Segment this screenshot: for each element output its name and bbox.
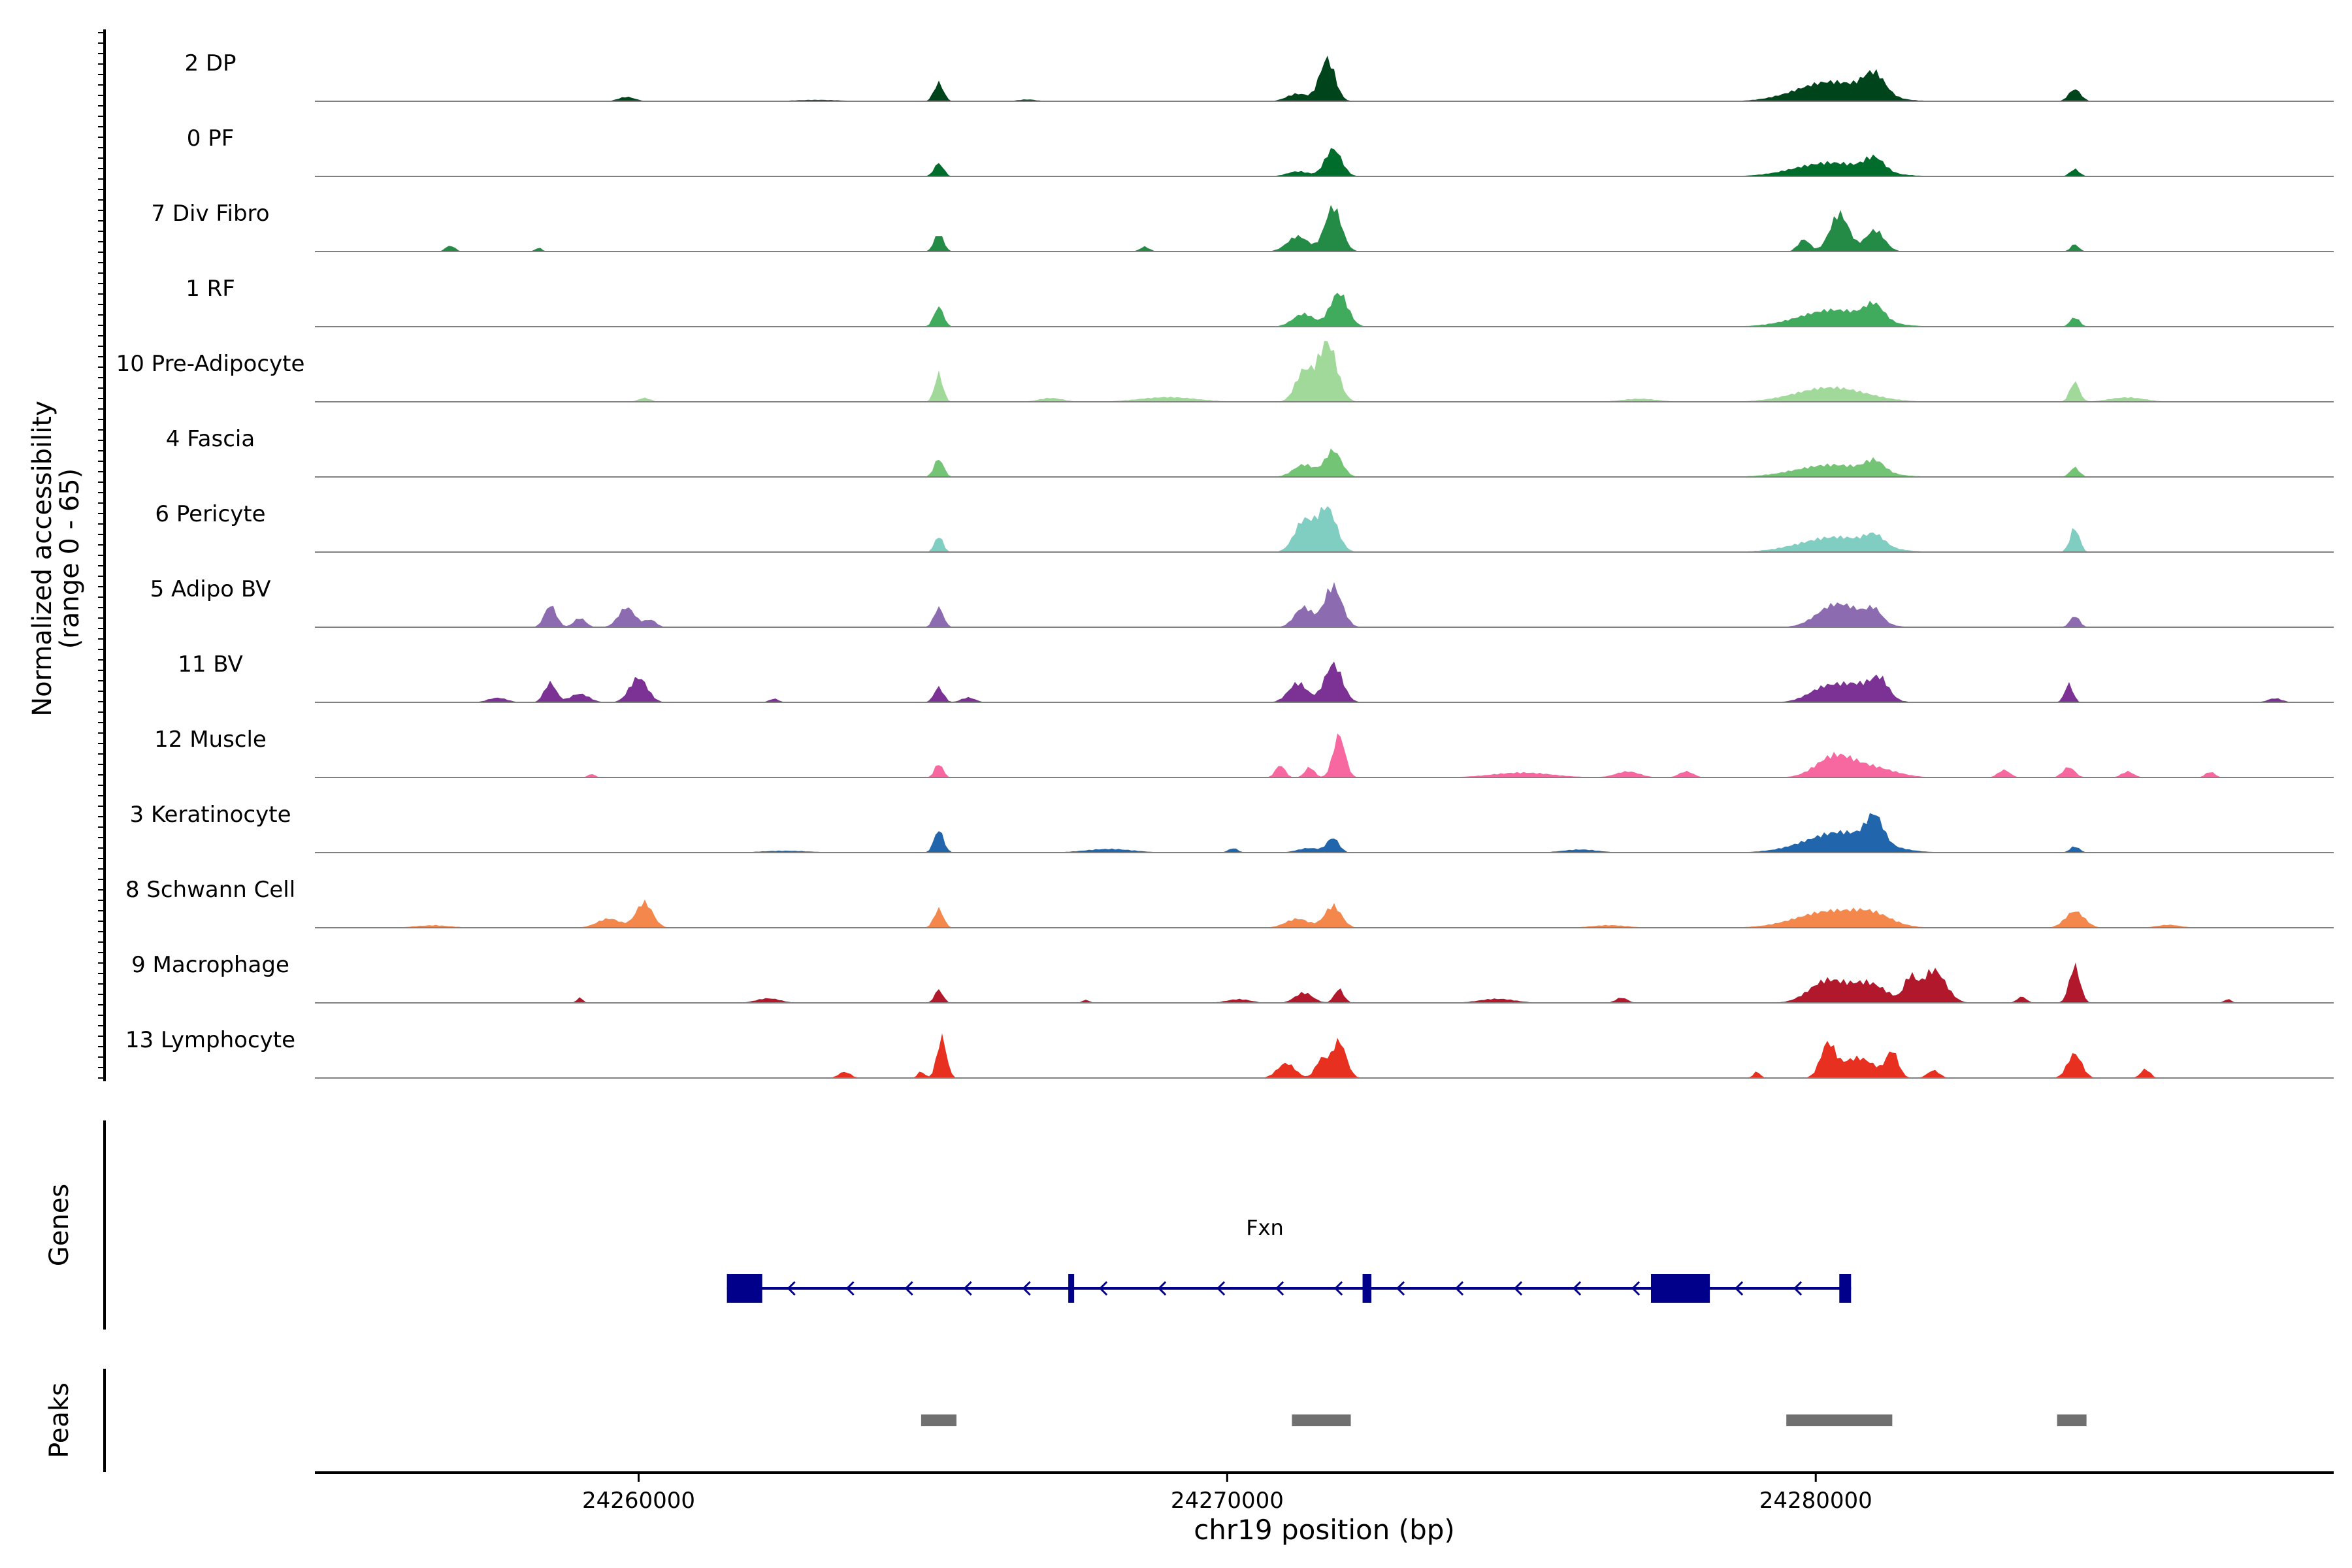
- peaks-track: Peaks: [44, 1369, 2087, 1472]
- strand-arrow: [845, 1281, 855, 1296]
- x-tick-label: 24280000: [1759, 1488, 1872, 1514]
- strand-arrow: [1454, 1281, 1464, 1296]
- gene-exon: [1362, 1274, 1372, 1303]
- coverage-area: [315, 899, 2334, 928]
- strand-arrow: [1572, 1281, 1582, 1296]
- x-ticks: 24260000 24270000 24280000: [582, 1473, 1872, 1514]
- peak-bars: [921, 1414, 2087, 1426]
- genes-track-label: Genes: [44, 1184, 74, 1266]
- track-label: 12 Muscle: [154, 727, 267, 753]
- track-6-pericyte: 6 Pericyte: [155, 501, 2334, 553]
- gene-track: Genes Fxn: [44, 1120, 1852, 1330]
- coverage-area: [315, 813, 2334, 853]
- track-3-keratinocyte: 3 Keratinocyte: [130, 802, 2334, 853]
- coverage-area: [315, 148, 2334, 176]
- track-2-dp: 2 DP: [184, 50, 2334, 102]
- track-label: 5 Adipo BV: [150, 576, 271, 602]
- coverage-tracks: 2 DP 0 PF 7 Div Fibro 1 RF 10 Pre-Adipocyte 4…: [98, 29, 2334, 1081]
- track-label: 11 BV: [178, 651, 243, 678]
- strand-arrow: [1734, 1281, 1744, 1296]
- track-9-macrophage: 9 Macrophage: [131, 952, 2334, 1004]
- coverage-area: [315, 56, 2334, 101]
- track-label: 6 Pericyte: [155, 501, 265, 527]
- track-1-rf: 1 RF: [186, 276, 2334, 327]
- track-label: 10 Pre-Adipocyte: [116, 351, 305, 377]
- track-label: 8 Schwann Cell: [125, 877, 295, 903]
- strand-arrow: [1793, 1281, 1803, 1296]
- strand-arrow: [904, 1281, 913, 1296]
- peak-region: [1786, 1414, 1893, 1426]
- gene-exon: [1839, 1274, 1852, 1303]
- coverage-area: [315, 340, 2334, 402]
- peaks-track-label: Peaks: [44, 1382, 74, 1458]
- y-axis-title: Normalized accessibility: [27, 400, 57, 717]
- coverage-area: [315, 962, 2334, 1003]
- strand-arrow: [963, 1281, 972, 1296]
- track-5-adipo-bv: 5 Adipo BV: [150, 576, 2334, 628]
- coverage-area: [315, 661, 2334, 702]
- strand-arrow: [1158, 1281, 1167, 1296]
- strand-arrow: [1022, 1281, 1031, 1296]
- track-label: 4 Fascia: [166, 426, 255, 452]
- peak-region: [921, 1414, 956, 1426]
- gene-exon: [1650, 1274, 1710, 1303]
- track-10-pre-adipocyte: 10 Pre-Adipocyte: [116, 340, 2334, 402]
- peak-region: [2057, 1414, 2087, 1426]
- track-label: 7 Div Fibro: [151, 201, 269, 227]
- gene-name-label: Fxn: [1246, 1215, 1284, 1240]
- track-8-schwann-cell: 8 Schwann Cell: [125, 877, 2334, 928]
- strand-arrow: [1396, 1281, 1405, 1296]
- coverage-area: [315, 204, 2334, 252]
- coverage-area: [315, 581, 2334, 627]
- coverage-area: [315, 293, 2334, 327]
- coverage-area: [315, 1033, 2334, 1078]
- coverage-area: [315, 506, 2334, 552]
- track-4-fascia: 4 Fascia: [166, 426, 2334, 478]
- strand-arrow: [1099, 1281, 1108, 1296]
- x-tick-label: 24270000: [1171, 1488, 1284, 1514]
- strand-arrow: [787, 1281, 796, 1296]
- strand-arrow: [1334, 1281, 1343, 1296]
- x-axis: 24260000 24270000 24280000 chr19 position …: [315, 1471, 2334, 1546]
- x-tick-label: 24260000: [582, 1488, 695, 1514]
- coverage-area: [315, 733, 2334, 777]
- gene-model: [727, 1274, 1852, 1303]
- track-12-muscle: 12 Muscle: [154, 727, 2334, 778]
- strand-arrow: [1513, 1281, 1523, 1296]
- track-label: 9 Macrophage: [131, 952, 289, 978]
- track-label: 0 PF: [187, 125, 235, 152]
- track-label: 1 RF: [186, 276, 235, 302]
- strand-arrow: [1217, 1281, 1226, 1296]
- track-label: 13 Lymphocyte: [125, 1027, 295, 1053]
- strand-arrow: [1631, 1281, 1641, 1296]
- track-0-pf: 0 PF: [187, 125, 2334, 177]
- strand-arrow: [1275, 1281, 1284, 1296]
- track-7-div-fibro: 7 Div Fibro: [151, 201, 2334, 252]
- gene-exon: [727, 1274, 762, 1303]
- track-13-lymphocyte: 13 Lymphocyte: [125, 1027, 2334, 1079]
- track-label: 3 Keratinocyte: [130, 802, 291, 828]
- peak-region: [1292, 1414, 1351, 1426]
- gene-exon: [1068, 1274, 1075, 1303]
- track-11-bv: 11 BV: [178, 651, 2334, 703]
- coverage-area: [315, 448, 2334, 477]
- x-axis-title: chr19 position (bp): [1194, 1514, 1455, 1546]
- y-axis-range: (range 0 - 65): [55, 468, 85, 649]
- track-label: 2 DP: [184, 50, 236, 76]
